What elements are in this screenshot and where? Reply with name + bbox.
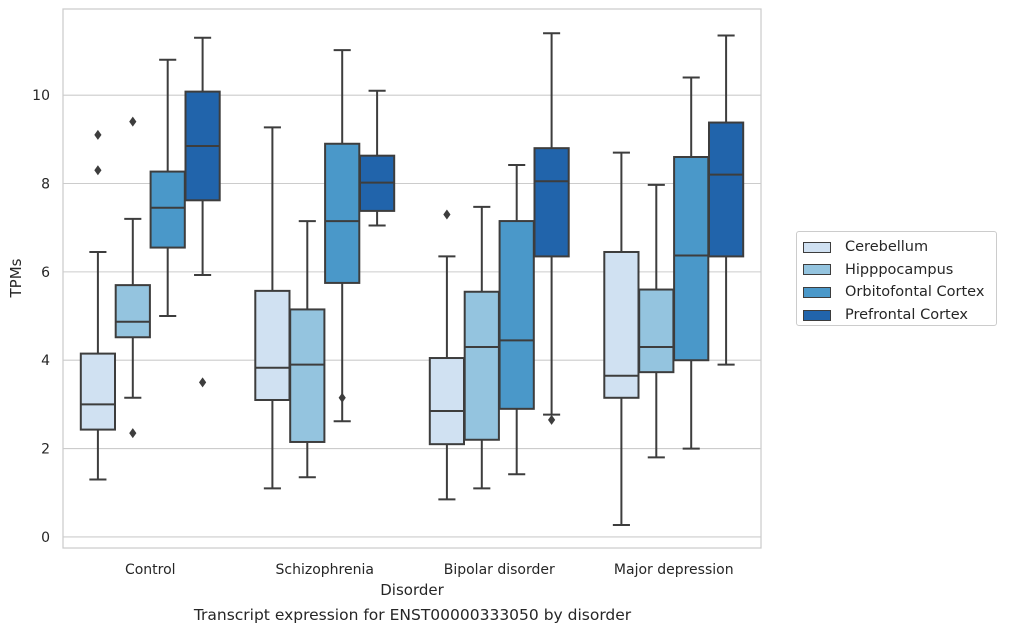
legend-label: Hipppocampus <box>845 261 954 278</box>
x-axis-title: Disorder <box>380 581 444 599</box>
legend-label: Orbitofontal Cortex <box>845 284 985 301</box>
x-tick-labels: Control Schizophrenia Bipolar disorder Majo… <box>125 562 734 578</box>
box-body <box>114 284 151 339</box>
legend-item: Orbitofontal Cortex <box>803 281 996 304</box>
outlier-point <box>443 209 451 220</box>
x-tick-label: Major depression <box>614 562 734 578</box>
box-body <box>638 288 675 374</box>
y-tick-label: 6 <box>41 265 50 281</box>
legend-swatch <box>803 309 831 321</box>
outlier-point <box>129 116 137 127</box>
box-hipppocampus <box>463 205 500 490</box>
legend-item: Cerebellum <box>803 236 996 259</box>
box-cerebellum <box>79 129 117 481</box>
box-orbitofontal-cortex <box>324 49 361 423</box>
box-prefrontal-cortex <box>358 89 396 227</box>
legend-item: Hipppocampus <box>803 259 996 282</box>
box-prefrontal-cortex <box>533 32 570 425</box>
y-tick-label: 4 <box>41 353 50 369</box>
box-cerebellum <box>603 151 640 527</box>
outlier-point <box>129 428 137 439</box>
legend-label: Cerebellum <box>845 239 929 256</box>
box-cerebellum <box>428 209 466 501</box>
legend-item: Prefrontal Cortex <box>803 304 996 327</box>
box-body <box>289 308 326 443</box>
box-hipppocampus <box>638 183 675 459</box>
box-body <box>707 121 745 258</box>
legend-swatch <box>803 286 831 298</box>
y-axis-title: TPMs <box>7 258 25 298</box>
box-body <box>498 220 535 410</box>
x-tick-label: Schizophrenia <box>276 562 374 578</box>
box-orbitofontal-cortex <box>149 58 186 318</box>
y-tick-label: 10 <box>32 88 50 104</box>
box-body <box>673 156 710 362</box>
y-tick-label: 2 <box>41 442 50 458</box>
box-orbitofontal-cortex <box>673 76 710 450</box>
box-prefrontal-cortex <box>707 34 745 366</box>
box-hipppocampus <box>114 116 151 439</box>
box-body <box>428 357 466 446</box>
outlier-point <box>94 165 102 176</box>
legend: Cerebellum Hipppocampus Orbitofontal Corte… <box>796 231 997 326</box>
box-body <box>533 147 570 258</box>
box-hipppocampus <box>289 220 326 479</box>
plot-frame <box>62 8 762 549</box>
box-cerebellum <box>254 126 291 490</box>
legend-label: Prefrontal Cortex <box>845 307 968 324</box>
box-body <box>603 250 640 399</box>
x-tick-label: Control <box>125 562 176 578</box>
boxes <box>79 32 745 527</box>
legend-swatch <box>803 241 831 253</box>
y-tick-labels: 0 2 4 6 8 10 <box>32 88 50 546</box>
outlier-point <box>94 129 102 140</box>
figure-caption: Transcript expression for ENST0000033305… <box>193 606 632 624</box>
box-body <box>79 352 117 431</box>
y-tick-label: 0 <box>41 530 50 546</box>
legend-swatch <box>803 264 831 276</box>
x-tick-label: Bipolar disorder <box>444 562 555 578</box>
y-tick-label: 8 <box>41 177 50 193</box>
outlier-point <box>338 392 346 403</box>
box-orbitofontal-cortex <box>498 163 535 476</box>
outlier-point <box>548 414 556 425</box>
box-body <box>254 289 291 401</box>
box-body <box>149 170 186 249</box>
outlier-point <box>199 377 207 388</box>
box-prefrontal-cortex <box>184 36 221 388</box>
box-body <box>324 142 361 284</box>
box-body <box>463 290 500 441</box>
